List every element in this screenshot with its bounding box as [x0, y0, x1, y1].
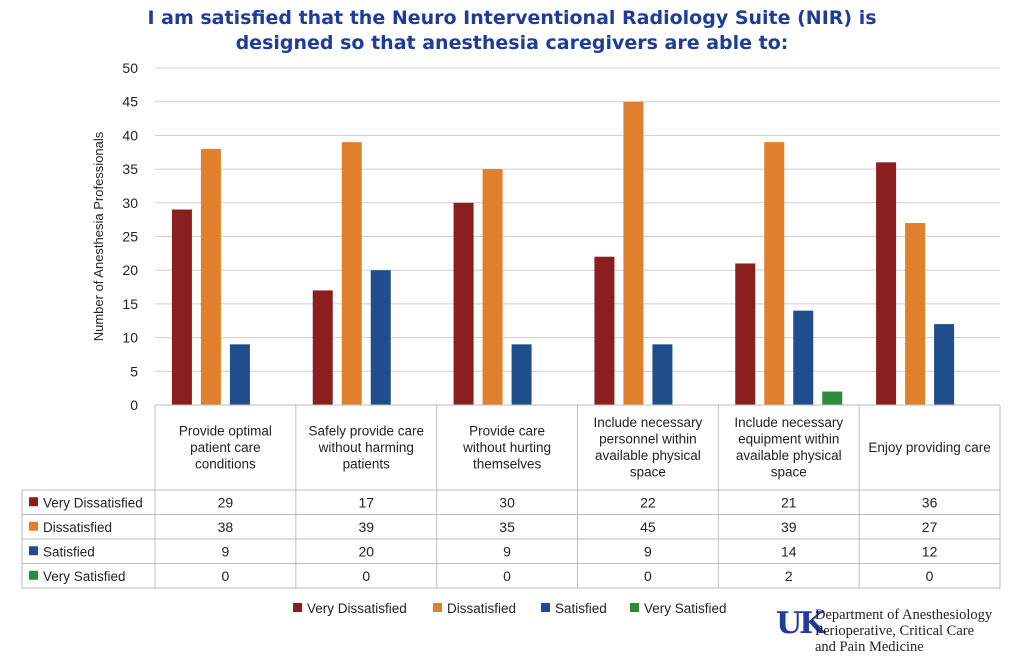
table-value: 12 — [922, 543, 938, 559]
category-label: patient care — [190, 440, 261, 455]
bar-satisfied — [652, 344, 673, 405]
category-label: available physical — [595, 448, 701, 463]
bar-very-dissatisfied — [171, 209, 192, 405]
table-series-label: Very Satisfied — [43, 569, 126, 584]
table-value: 0 — [503, 568, 511, 584]
y-tick-label: 0 — [130, 397, 138, 413]
category-label: patients — [343, 456, 391, 471]
y-tick-label: 25 — [122, 229, 138, 245]
table-value: 9 — [503, 543, 511, 559]
table-legend-key — [29, 546, 38, 556]
category-label: themselves — [473, 456, 542, 471]
category-label: Include necessary — [734, 415, 843, 430]
y-axis-label: Number of Anesthesia Professionals — [91, 131, 106, 341]
y-tick-label: 10 — [122, 330, 138, 346]
legend-label: Very Satisfied — [644, 601, 727, 616]
bar-dissatisfied — [341, 142, 362, 405]
y-tick-label: 5 — [130, 363, 138, 379]
chart-title-line-2: designed so that anesthesia caregivers a… — [235, 32, 789, 54]
category-label: Provide care — [469, 423, 545, 438]
table-value: 45 — [640, 519, 656, 535]
category-label: without hurting — [462, 440, 551, 455]
department-name: Department of Anesthesiology Perioperati… — [815, 607, 992, 655]
legend-label: Very Dissatisfied — [307, 601, 407, 616]
bar-very-dissatisfied — [312, 290, 333, 405]
legend-label: Dissatisfied — [447, 601, 516, 616]
table-value: 17 — [358, 494, 374, 510]
table-legend-key — [29, 521, 38, 531]
table-value: 27 — [922, 519, 938, 535]
category-label: Safely provide care — [308, 423, 424, 438]
category-label: conditions — [195, 456, 256, 471]
y-tick-label: 15 — [122, 296, 138, 312]
bar-dissatisfied — [482, 169, 503, 405]
y-tick-label: 20 — [122, 262, 138, 278]
table-value: 36 — [922, 494, 938, 510]
category-label: equipment within — [738, 432, 839, 447]
table-value: 0 — [926, 568, 934, 584]
bar-dissatisfied — [764, 142, 785, 405]
department-logo: UK Department of Anesthesiology Perioper… — [776, 607, 1022, 663]
chart-title: I am satisfied that the Neuro Interventi… — [0, 6, 1024, 56]
table-value: 22 — [640, 494, 656, 510]
bar-satisfied — [370, 270, 391, 405]
table-legend-key — [29, 497, 38, 507]
bar-dissatisfied — [623, 101, 644, 405]
table-value: 9 — [222, 543, 230, 559]
category-label: personnel within — [599, 432, 697, 447]
department-name-line-2: Perioperative, Critical Care — [815, 623, 975, 639]
category-label: Include necessary — [594, 415, 703, 430]
category-label: Enjoy providing care — [868, 440, 990, 455]
table-value: 21 — [781, 494, 797, 510]
department-name-line-1: Department of Anesthesiology — [815, 607, 993, 623]
bar-dissatisfied — [905, 223, 926, 405]
bar-very-dissatisfied — [876, 162, 897, 405]
legend-key — [293, 603, 302, 612]
category-label: Provide optimal — [179, 423, 272, 438]
category-label: available physical — [736, 448, 842, 463]
bar-satisfied — [934, 324, 955, 405]
legend-key — [433, 603, 442, 612]
table-series-label: Satisfied — [43, 544, 95, 559]
table-value: 39 — [358, 519, 374, 535]
table-value: 29 — [218, 494, 234, 510]
bar-very-dissatisfied — [735, 263, 756, 405]
table-value: 38 — [218, 519, 234, 535]
table-value: 2 — [785, 568, 793, 584]
chart-title-line-1: I am satisfied that the Neuro Interventi… — [147, 7, 877, 29]
y-tick-label: 30 — [122, 195, 138, 211]
table-series-label: Very Dissatisfied — [43, 495, 143, 510]
bar-very-dissatisfied — [594, 256, 615, 405]
table-value: 9 — [644, 543, 652, 559]
y-tick-label: 50 — [122, 60, 138, 76]
table-legend-key — [29, 570, 38, 580]
category-label: space — [771, 465, 807, 480]
table-value: 14 — [781, 543, 797, 559]
bar-satisfied — [511, 344, 532, 405]
table-value: 35 — [499, 519, 515, 535]
table-value: 0 — [222, 568, 230, 584]
table-value: 20 — [358, 543, 374, 559]
category-label: space — [630, 465, 666, 480]
bar-satisfied — [229, 344, 250, 405]
table-value: 0 — [644, 568, 652, 584]
table-series-label: Dissatisfied — [43, 520, 112, 535]
table-value: 30 — [499, 494, 515, 510]
bar-very-satisfied — [822, 391, 843, 405]
bar-dissatisfied — [200, 148, 221, 405]
legend-label: Satisfied — [555, 601, 607, 616]
table-value: 39 — [781, 519, 797, 535]
category-label: without harming — [318, 440, 414, 455]
uk-logo-mark: UK — [776, 606, 825, 641]
table-value: 0 — [362, 568, 370, 584]
y-tick-label: 40 — [122, 127, 138, 143]
bar-satisfied — [793, 310, 814, 405]
legend-key — [541, 603, 550, 612]
department-name-line-3: and Pain Medicine — [815, 639, 924, 655]
y-tick-label: 45 — [122, 94, 138, 110]
y-tick-label: 35 — [122, 161, 138, 177]
bar-very-dissatisfied — [453, 202, 474, 405]
legend-key — [630, 603, 639, 612]
